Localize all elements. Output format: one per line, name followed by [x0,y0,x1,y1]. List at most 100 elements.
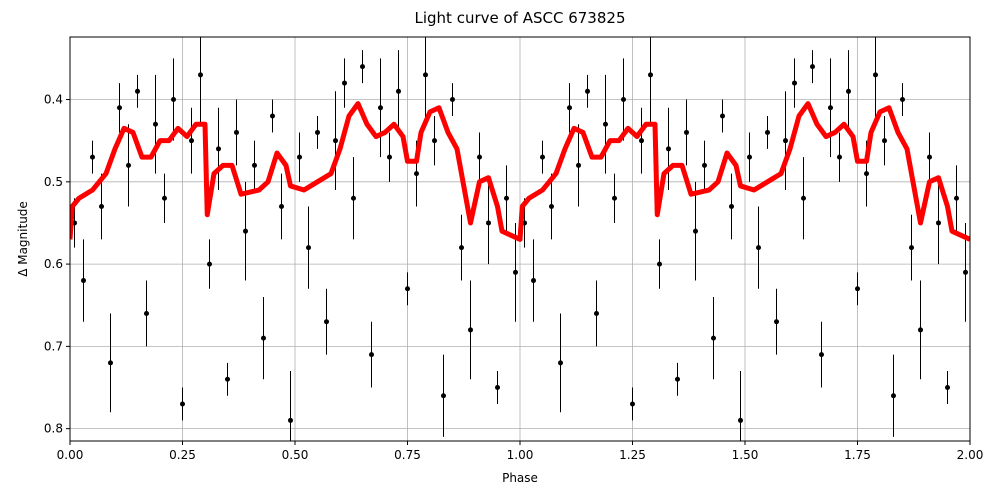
data-point [306,245,311,251]
data-point [171,97,176,103]
data-point [324,319,329,325]
y-axis-label: Δ Magnitude [16,201,30,277]
data-point [234,129,239,135]
data-point [468,327,473,333]
data-point [936,220,941,226]
x-tick-label: 1.75 [844,448,871,462]
data-point [720,113,725,119]
data-point [900,97,905,103]
data-point [846,88,851,94]
y-tick-label: 0.4 [44,93,63,107]
data-point [945,385,950,391]
data-point [135,88,140,94]
data-point [639,138,644,144]
data-point [747,154,752,160]
data-point [270,113,275,119]
data-point [621,97,626,103]
data-point [657,261,662,267]
data-point [612,195,617,201]
data-point [108,360,113,366]
data-point [558,360,563,366]
x-tick-label: 0.25 [169,448,196,462]
data-point [90,154,95,160]
data-point [162,195,167,201]
data-point [756,245,761,251]
data-point [360,64,365,70]
data-point [342,80,347,86]
data-point [315,129,320,135]
x-tick-label: 1.00 [507,448,534,462]
data-point [261,335,266,341]
data-point [513,269,518,275]
data-point [99,203,104,209]
data-point [189,138,194,144]
data-point [180,401,185,407]
data-point [648,72,653,78]
data-point [729,203,734,209]
y-tick-label: 0.5 [44,175,63,189]
data-point [684,129,689,135]
data-point [765,129,770,135]
data-point [855,286,860,292]
data-point [666,146,671,152]
data-point [207,261,212,267]
data-point [531,278,536,284]
data-point [450,97,455,103]
data-point [351,195,356,201]
data-point [837,154,842,160]
data-point [891,393,896,399]
data-point [405,286,410,292]
x-tick-label: 2.00 [957,448,984,462]
data-point [153,121,158,127]
data-point [567,105,572,111]
y-tick-label: 0.7 [44,339,63,353]
data-point [576,162,581,168]
data-point [711,335,716,341]
data-point [819,352,824,358]
data-point [495,385,500,391]
data-point [882,138,887,144]
data-point [963,269,968,275]
data-point [630,401,635,407]
data-point [297,154,302,160]
data-point [909,245,914,251]
data-point [144,310,149,316]
data-point [927,154,932,160]
x-tick-label: 1.50 [732,448,759,462]
data-point [594,310,599,316]
data-point [333,138,338,144]
data-point [126,162,131,168]
data-point [954,195,959,201]
chart-title: Light curve of ASCC 673825 [415,9,626,27]
data-point [459,245,464,251]
data-point [504,195,509,201]
data-point [603,121,608,127]
data-point [387,154,392,160]
data-point [549,203,554,209]
data-point [585,88,590,94]
data-point [783,138,788,144]
data-point [702,162,707,168]
data-point [828,105,833,111]
data-point [774,319,779,325]
data-point [693,228,698,234]
axes: 0.00 0.25 0.50 0.75 1.00 1.25 1.50 1.75 2.00 0.4 0… [44,93,983,462]
y-tick-label: 0.8 [44,422,63,436]
data-point [918,327,923,333]
data-point [486,220,491,226]
data-point [801,195,806,201]
y-tick-label: 0.6 [44,257,63,271]
data-point [477,154,482,160]
x-tick-label: 0.00 [57,448,84,462]
data-point [378,105,383,111]
data-point [432,138,437,144]
data-point [396,88,401,94]
marks [70,37,970,441]
x-tick-label: 1.25 [619,448,646,462]
data-point [369,352,374,358]
data-point [81,278,86,284]
fit-line [70,101,970,242]
data-point [414,171,419,177]
data-point [243,228,248,234]
